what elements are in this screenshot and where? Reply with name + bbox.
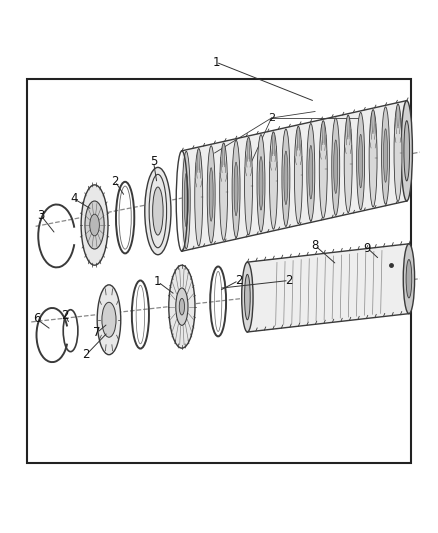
Text: 8: 8: [311, 239, 319, 252]
Ellipse shape: [403, 244, 415, 313]
Ellipse shape: [182, 151, 190, 249]
Ellipse shape: [179, 298, 184, 315]
Ellipse shape: [242, 262, 253, 332]
Ellipse shape: [309, 146, 313, 199]
Ellipse shape: [145, 167, 171, 255]
Text: 3: 3: [37, 209, 45, 222]
Ellipse shape: [97, 285, 121, 354]
Text: 2: 2: [235, 274, 242, 287]
Ellipse shape: [234, 162, 238, 216]
Ellipse shape: [102, 302, 116, 337]
Ellipse shape: [244, 274, 250, 320]
Polygon shape: [182, 101, 407, 251]
Text: 2: 2: [82, 348, 90, 361]
Text: 6: 6: [33, 312, 40, 325]
Ellipse shape: [404, 120, 410, 181]
Ellipse shape: [406, 260, 412, 298]
Text: 2: 2: [268, 113, 275, 123]
Text: 5: 5: [150, 155, 157, 168]
Ellipse shape: [381, 107, 389, 204]
Ellipse shape: [90, 214, 99, 236]
Text: 2: 2: [285, 274, 293, 287]
Ellipse shape: [401, 101, 413, 201]
Text: 9: 9: [364, 241, 371, 255]
Ellipse shape: [209, 168, 213, 221]
Ellipse shape: [219, 143, 228, 240]
Ellipse shape: [394, 104, 402, 201]
Ellipse shape: [344, 115, 352, 213]
Ellipse shape: [81, 185, 108, 265]
Text: 2: 2: [62, 309, 69, 322]
Ellipse shape: [334, 140, 338, 193]
Ellipse shape: [369, 110, 377, 207]
Ellipse shape: [85, 201, 104, 249]
Ellipse shape: [384, 129, 388, 182]
Text: 2: 2: [111, 175, 119, 188]
Ellipse shape: [319, 121, 327, 218]
Text: 7: 7: [93, 326, 100, 340]
Polygon shape: [247, 244, 409, 332]
Ellipse shape: [259, 157, 263, 210]
Ellipse shape: [282, 129, 290, 227]
Text: 4: 4: [70, 192, 78, 205]
Ellipse shape: [195, 149, 203, 246]
Text: 1: 1: [154, 275, 162, 288]
Ellipse shape: [152, 187, 163, 235]
Text: 1: 1: [212, 55, 220, 69]
Ellipse shape: [294, 126, 302, 224]
Ellipse shape: [284, 151, 288, 205]
Ellipse shape: [169, 265, 195, 348]
Ellipse shape: [184, 173, 188, 227]
Ellipse shape: [332, 118, 340, 215]
Bar: [27, 79, 411, 463]
Ellipse shape: [359, 134, 363, 188]
Ellipse shape: [244, 138, 253, 235]
Ellipse shape: [269, 132, 277, 229]
Ellipse shape: [307, 124, 315, 221]
Ellipse shape: [207, 146, 215, 243]
Ellipse shape: [357, 112, 364, 210]
Ellipse shape: [257, 135, 265, 232]
Ellipse shape: [232, 140, 240, 238]
Ellipse shape: [176, 288, 188, 325]
